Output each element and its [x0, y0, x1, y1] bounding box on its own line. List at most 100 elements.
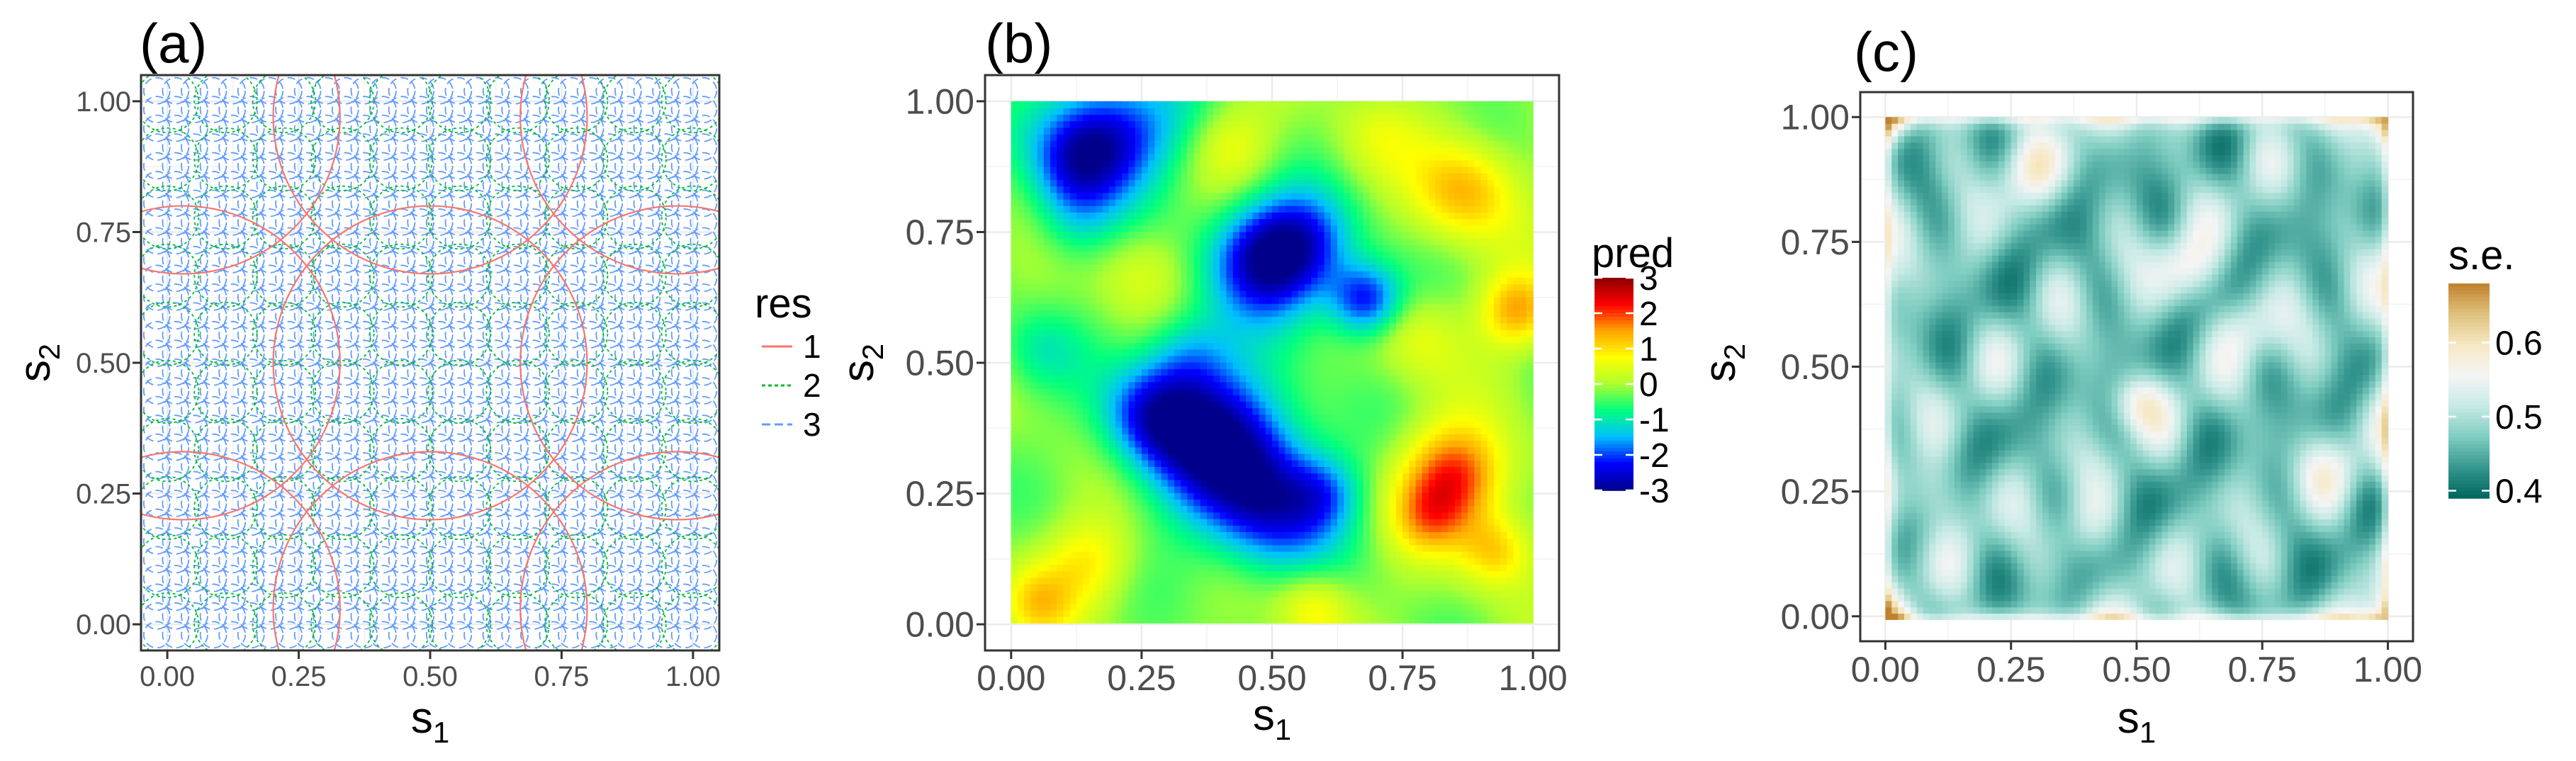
- heatmap-cell: [1076, 153, 1084, 161]
- heatmap-cell: [1108, 271, 1116, 278]
- heatmap-cell: [1115, 257, 1123, 265]
- heatmap-cell: [1206, 336, 1214, 344]
- basis-circle-res-2: [485, 127, 550, 192]
- heatmap-cell: [1089, 434, 1097, 441]
- basis-circle-res-3: [425, 339, 454, 368]
- basis-circle-res-3: [181, 415, 208, 443]
- heatmap-cell: [1246, 570, 1253, 578]
- heatmap-cell: [1317, 616, 1325, 624]
- basis-circle-res-3: [369, 433, 397, 461]
- heatmap-cell: [1141, 271, 1149, 278]
- heatmap-cell: [1317, 597, 1325, 604]
- basis-circle-res-3: [331, 320, 359, 349]
- heatmap-cell: [1200, 551, 1208, 558]
- heatmap-cell: [1096, 460, 1103, 467]
- heatmap-cell: [1011, 133, 1018, 141]
- heatmap-cell: [1278, 558, 1286, 565]
- heatmap-cell: [1285, 244, 1293, 252]
- heatmap-cell: [1135, 558, 1142, 565]
- heatmap-cell: [1135, 434, 1142, 441]
- basis-circle-res-1: [141, 75, 341, 275]
- basis-circle-res-3: [633, 508, 661, 536]
- heatmap-cell: [1305, 485, 1312, 493]
- heatmap-cell: [1043, 401, 1051, 409]
- heatmap-cell: [1298, 492, 1305, 500]
- basis-circle-res-3: [482, 358, 510, 386]
- heatmap-cell: [1018, 609, 1025, 617]
- heatmap-cell: [1037, 407, 1045, 415]
- heatmap-cell: [1174, 290, 1181, 298]
- heatmap-cell: [1161, 401, 1169, 409]
- heatmap-cell: [1063, 114, 1071, 122]
- heatmap-cell: [1317, 590, 1325, 598]
- heatmap-cell: [1096, 590, 1103, 598]
- basis-circle-res-3: [482, 96, 510, 123]
- heatmap-cell: [1011, 153, 1018, 161]
- heatmap-cell: [1122, 538, 1130, 546]
- heatmap-cell: [1252, 505, 1260, 513]
- heatmap-cell: [1291, 159, 1299, 167]
- heatmap-cell: [1161, 466, 1169, 474]
- heatmap-cell: [1037, 316, 1045, 324]
- heatmap-cell: [1089, 232, 1097, 239]
- heatmap-cell: [1141, 401, 1149, 409]
- basis-circle-res-3: [576, 433, 604, 461]
- heatmap-cell: [1298, 388, 1305, 395]
- heatmap-cell: [1259, 238, 1266, 245]
- heatmap-cell: [1069, 173, 1077, 180]
- heatmap-cell: [1226, 381, 1234, 389]
- basis-circle-res-3: [181, 470, 208, 499]
- heatmap-cell: [1174, 401, 1181, 409]
- heatmap-cell: [1265, 310, 1273, 317]
- heatmap-cell: [1057, 388, 1064, 395]
- heatmap-cell: [1206, 297, 1214, 304]
- heatmap-cell: [1011, 290, 1018, 298]
- heatmap-cell: [1083, 114, 1090, 122]
- heatmap-cell: [1037, 303, 1045, 311]
- heatmap-cell: [1018, 297, 1025, 304]
- heatmap-cell: [1220, 466, 1227, 474]
- heatmap-cell: [1069, 466, 1077, 474]
- heatmap-cell: [1083, 590, 1090, 598]
- heatmap-cell: [1246, 212, 1253, 220]
- basis-circle-res-2: [427, 243, 492, 308]
- heatmap-cell: [1069, 342, 1077, 350]
- heatmap-cell: [1030, 283, 1038, 291]
- heatmap-cell: [1265, 564, 1273, 572]
- heatmap-cell: [1043, 244, 1051, 252]
- heatmap-cell: [1037, 590, 1045, 598]
- heatmap-cell: [1213, 434, 1220, 441]
- heatmap-cell: [1278, 336, 1286, 344]
- heatmap-cell: [1030, 525, 1038, 532]
- heatmap-cell: [1030, 159, 1038, 167]
- heatmap-cell: [1246, 342, 1253, 350]
- heatmap-cell: [1030, 225, 1038, 232]
- heatmap-cell: [1037, 101, 1045, 108]
- heatmap-cell: [1148, 492, 1155, 500]
- heatmap-cell: [1102, 133, 1110, 141]
- basis-circle-res-3: [463, 621, 491, 649]
- heatmap-cell: [1089, 166, 1097, 174]
- heatmap-cell: [1057, 277, 1064, 285]
- basis-circle-res-3: [558, 583, 585, 611]
- heatmap-cell: [1265, 544, 1273, 552]
- basis-circle-res-3: [293, 395, 322, 424]
- basis-circle-res-3: [181, 152, 208, 180]
- heatmap-cell: [1154, 440, 1162, 448]
- heatmap-cell: [1102, 558, 1110, 565]
- heatmap-cell: [1011, 538, 1018, 546]
- heatmap-cell: [1030, 453, 1038, 461]
- heatmap-cell: [1148, 297, 1155, 304]
- heatmap-cell: [1272, 244, 1279, 252]
- heatmap-cell: [1122, 375, 1130, 383]
- basis-circle-res-3: [331, 527, 359, 555]
- heatmap-cell: [1272, 427, 1279, 434]
- heatmap-cell: [1305, 525, 1312, 532]
- heatmap-cell: [1135, 232, 1142, 239]
- heatmap-cell: [1317, 127, 1325, 135]
- heatmap-cell: [1154, 492, 1162, 500]
- heatmap-cell: [1043, 271, 1051, 278]
- heatmap-cell: [1096, 120, 1103, 128]
- heatmap-cell: [1311, 505, 1319, 513]
- heatmap-cell: [1252, 440, 1260, 448]
